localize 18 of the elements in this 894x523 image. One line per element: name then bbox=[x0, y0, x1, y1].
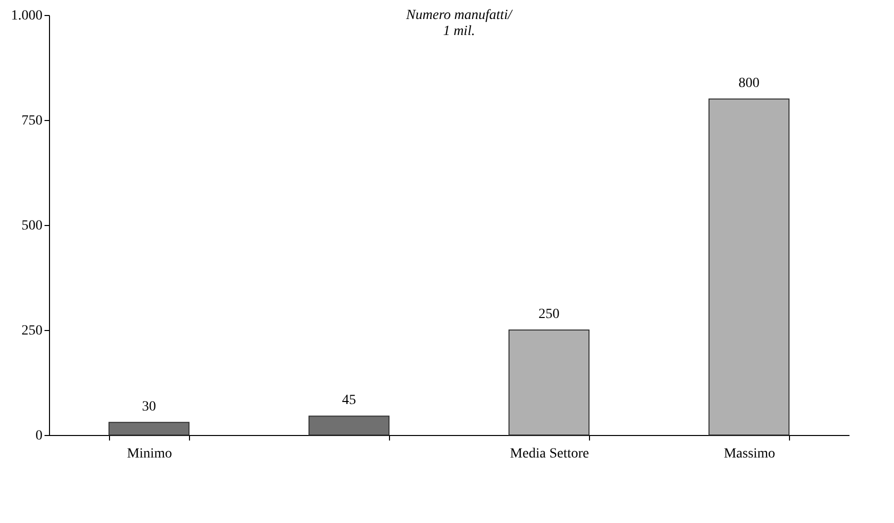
bar bbox=[108, 422, 190, 436]
y-tick-label: 250 bbox=[22, 324, 42, 338]
bar bbox=[508, 330, 590, 436]
data-label: 30 bbox=[142, 399, 156, 414]
y-tick-label: 500 bbox=[22, 218, 42, 234]
x-tick-label: Massimo bbox=[724, 446, 776, 462]
data-label: 800 bbox=[738, 76, 760, 91]
y-tick-label: 1.000 bbox=[11, 8, 42, 24]
y-tick-label: 750 bbox=[22, 114, 42, 128]
x-tick-label: Media Settore bbox=[510, 446, 589, 462]
bar bbox=[708, 98, 790, 436]
data-label: 250 bbox=[538, 307, 560, 322]
text: Numero manufatti/ bbox=[406, 8, 512, 23]
bar bbox=[308, 416, 390, 436]
x-tick-label: Minimo bbox=[126, 446, 172, 462]
data-label: 45 bbox=[342, 393, 356, 408]
y-tick-label: 0 bbox=[36, 428, 42, 444]
text: 1 mil. bbox=[443, 24, 475, 39]
